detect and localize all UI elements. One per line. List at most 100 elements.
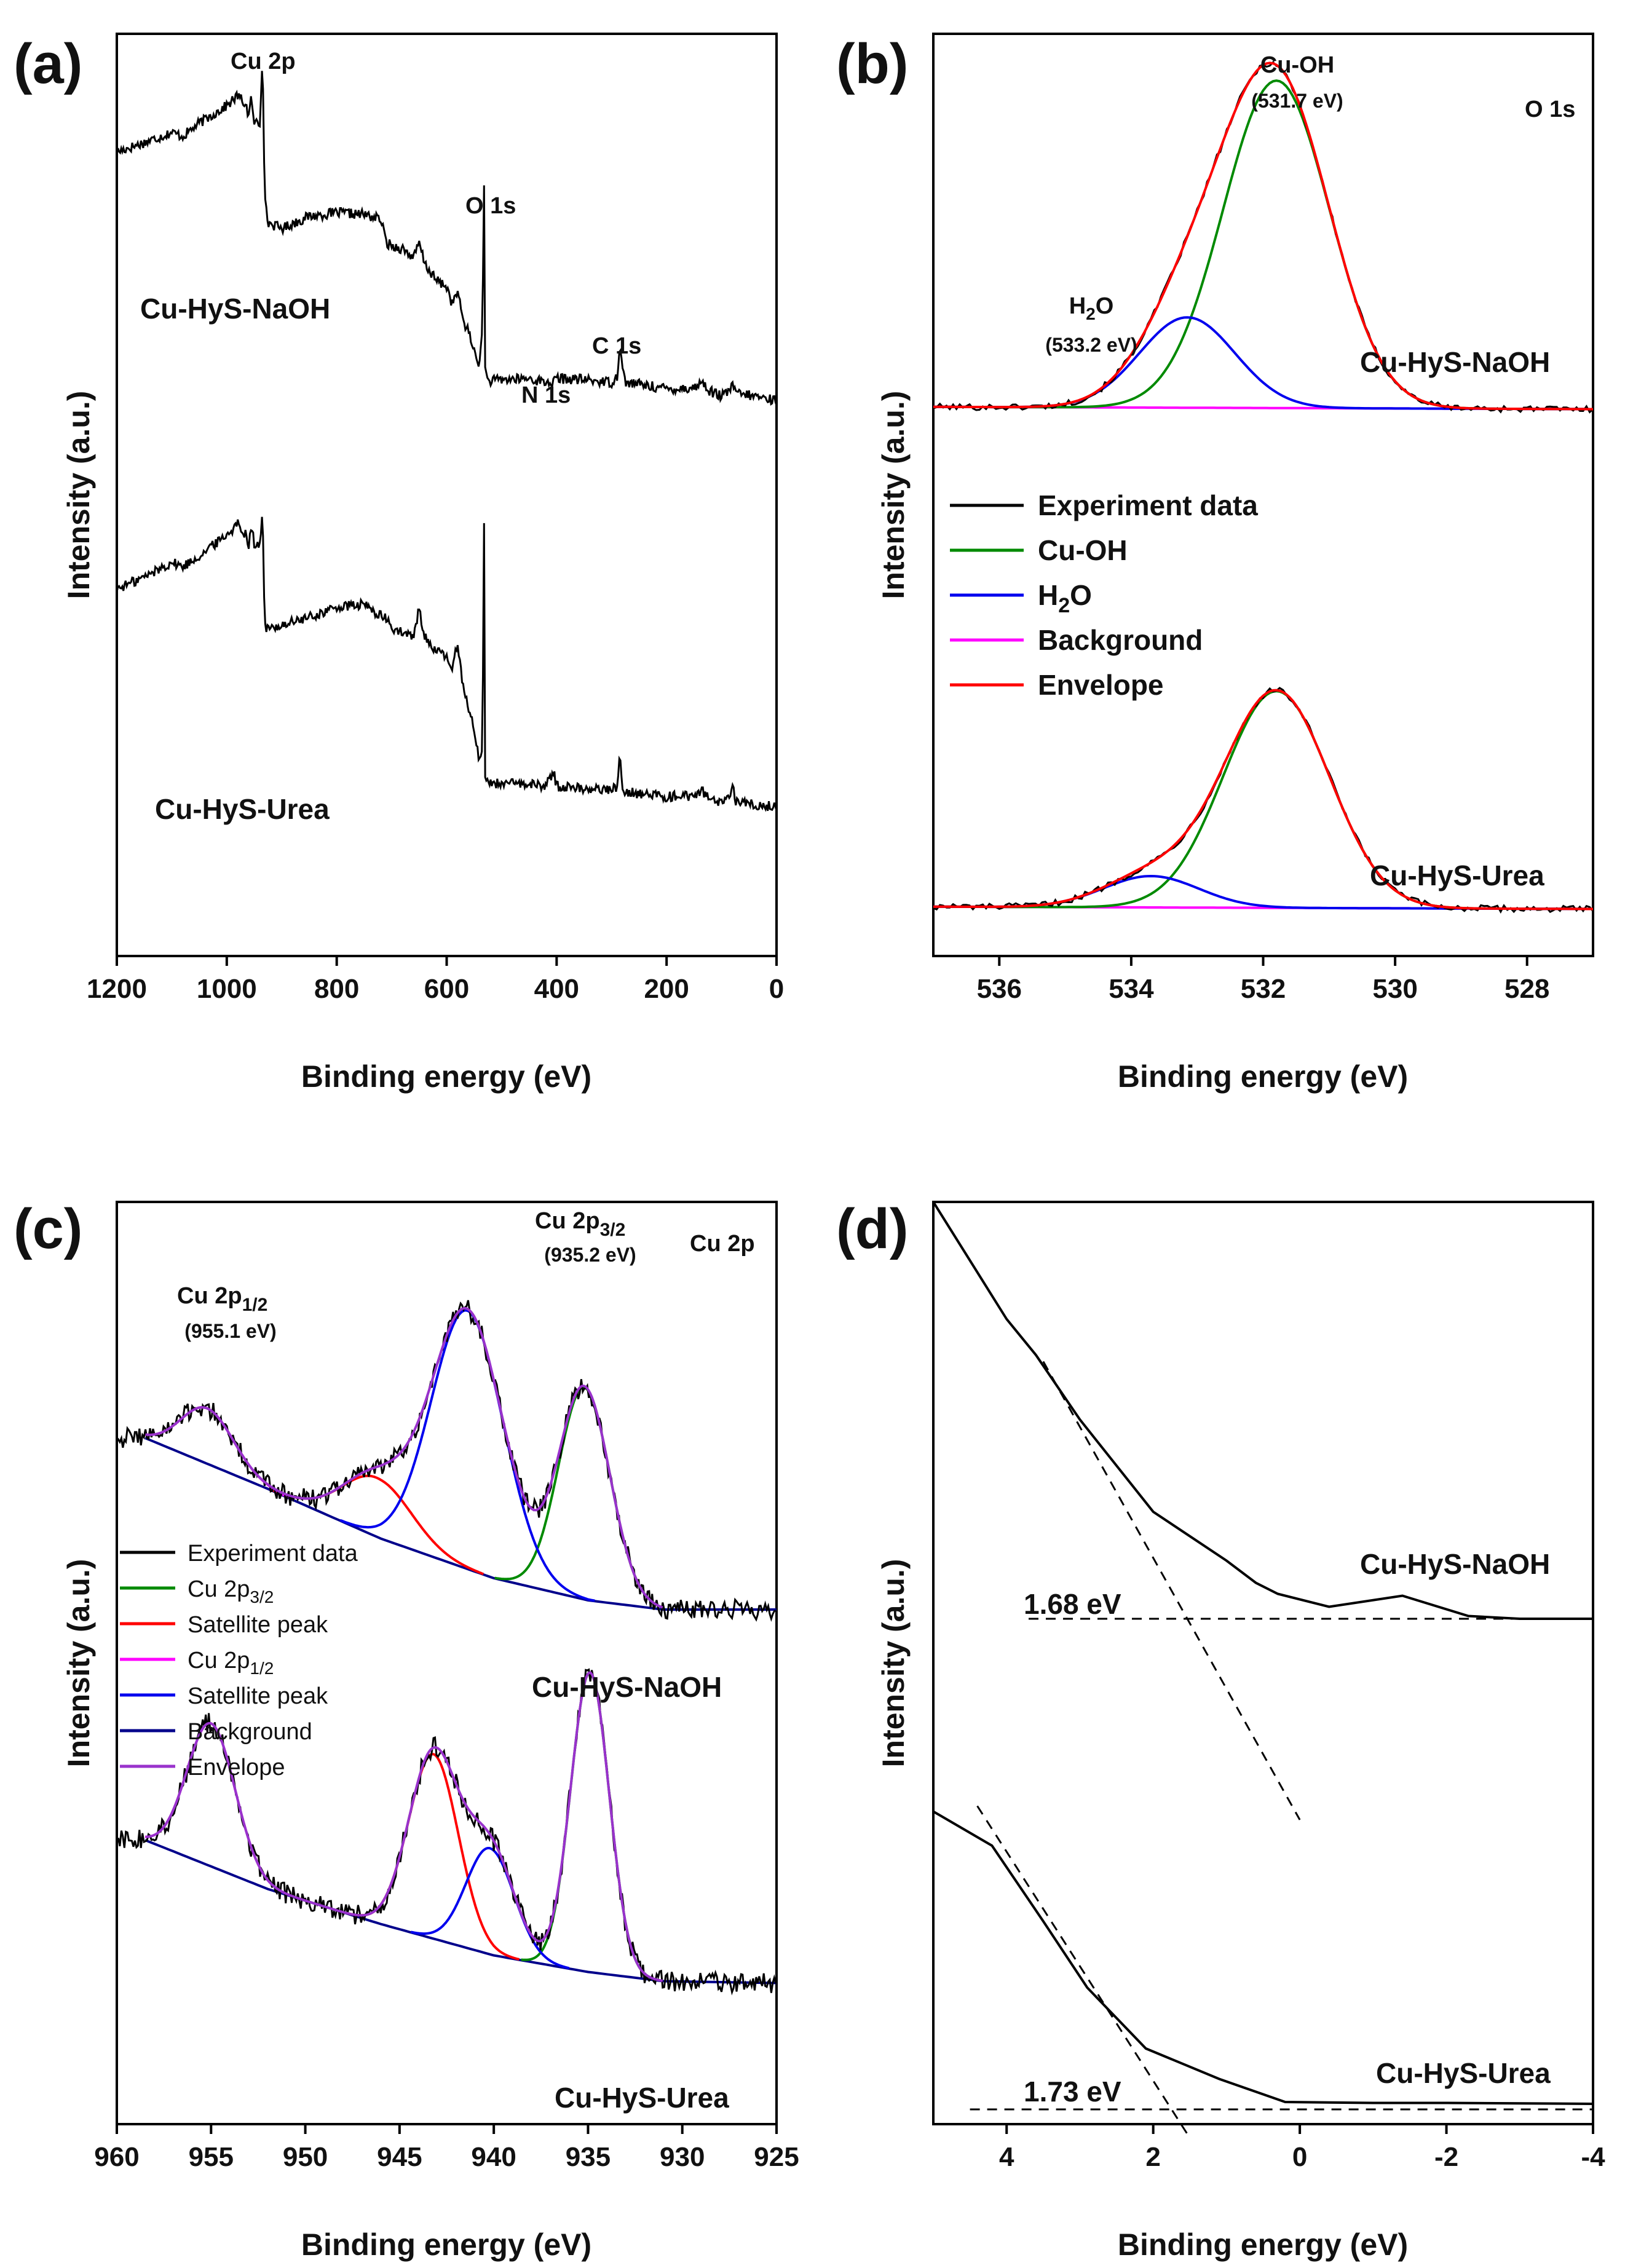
d-xtick-label-3: -2 — [1434, 2142, 1458, 2172]
c-component-0-3 — [339, 1309, 595, 1602]
a-xtick-label-5: 200 — [644, 974, 689, 1004]
a-xtick-label-6: 0 — [769, 974, 784, 1004]
c-sample-naoh: Cu-HyS-NaOH — [532, 1671, 722, 1703]
c-ylabel: Intensity (a.u.) — [61, 1559, 96, 1768]
b-ann-h2o-value: (533.2 eV) — [1045, 334, 1137, 356]
panel-a: (a) 1200 1000 800 600 400 200 0 Cu 2p O 1s N 1… — [14, 33, 784, 1094]
b-xtick-label-3: 530 — [1372, 974, 1417, 1004]
b-legend-h2o: H2O — [1038, 579, 1092, 617]
a-sample-naoh: Cu-HyS-NaOH — [140, 293, 330, 325]
d-series-1 — [932, 1810, 1594, 2105]
d-xtick-label-0: 4 — [999, 2142, 1014, 2172]
d-sample-naoh: Cu-HyS-NaOH — [1360, 1548, 1550, 1580]
c-component-1-3 — [410, 1847, 570, 1970]
b-title: O 1s — [1525, 97, 1575, 122]
panel-b-frame — [932, 33, 1594, 957]
c-xtick-label-6: 930 — [660, 2142, 705, 2172]
c-legend-cu2p32: Cu 2p3/2 — [188, 1576, 274, 1606]
b-sample-naoh: Cu-HyS-NaOH — [1360, 346, 1550, 378]
c-xtick-label-2: 950 — [283, 2142, 328, 2172]
panel-d: (d) 4 2 0 -2 -4 Cu-HyS-NaOH Cu-HyS-Urea 1.68… — [836, 1198, 1605, 2262]
b-xtick-label-4: 528 — [1504, 974, 1549, 1004]
panel-a-tag: (a) — [14, 33, 82, 95]
panel-c-tag: (c) — [14, 1198, 82, 1260]
d-ylabel: Intensity (a.u.) — [876, 1559, 911, 1768]
b-ann-h2o-name: H2O — [1069, 293, 1114, 323]
panel-c-series — [116, 1300, 777, 1996]
b-xlabel: Binding energy (eV) — [1118, 1059, 1408, 1094]
d-series-0 — [932, 1201, 1593, 1620]
a-xtick-label-0: 1200 — [87, 974, 147, 1004]
b-legend-experiment: Experiment data — [1038, 489, 1258, 521]
panel-b: (b) 536 534 532 530 528 O 1s Cu-OH (531.7 eV… — [836, 33, 1594, 1094]
a-ylabel: Intensity (a.u.) — [61, 391, 96, 599]
c-envelope-0 — [145, 1306, 663, 1609]
b-legend-envelope: Envelope — [1038, 669, 1164, 701]
b-xtick-label-0: 536 — [977, 974, 1022, 1004]
b-ylabel: Intensity (a.u.) — [876, 391, 911, 599]
b-ann-cuoh-value: (531.7 eV) — [1251, 90, 1343, 112]
c-component-1-1 — [347, 1753, 520, 1961]
d-xtick-label-2: 0 — [1292, 2142, 1307, 2172]
panel-d-ticks: 4 2 0 -2 -4 — [999, 2124, 1605, 2172]
b-xtick-label-1: 534 — [1109, 974, 1154, 1004]
c-xtick-label-1: 955 — [189, 2142, 234, 2172]
c-legend-satellite-red: Satellite peak — [188, 1612, 328, 1638]
c-experiment-1 — [116, 1668, 777, 1996]
a-series-1 — [116, 516, 778, 812]
d-tangent-0 — [1042, 1361, 1301, 1820]
c-legend-background: Background — [188, 1719, 312, 1745]
c-ann-32-value: (935.2 eV) — [544, 1244, 636, 1266]
d-tangent-1 — [976, 1805, 1191, 2139]
panel-b-series — [933, 61, 1594, 914]
a-peak-o1s: O 1s — [465, 193, 516, 219]
c-legend-cu2p12: Cu 2p1/2 — [188, 1648, 274, 1678]
c-legend: Experiment data Cu 2p3/2 Satellite peak … — [120, 1541, 358, 1780]
c-background-1 — [144, 1839, 777, 1985]
c-xtick-label-5: 935 — [566, 2142, 611, 2172]
b-experiment-1 — [933, 687, 1594, 914]
c-ann-32-name: Cu 2p3/2 — [535, 1208, 625, 1240]
c-xtick-label-0: 960 — [94, 2142, 139, 2172]
c-xtick-label-3: 945 — [377, 2142, 422, 2172]
b-xtick-label-2: 532 — [1241, 974, 1286, 1004]
panel-d-tag: (d) — [836, 1198, 908, 1260]
b-ann-cuoh-name: Cu-OH — [1260, 52, 1334, 78]
a-peak-n1s: N 1s — [521, 382, 571, 408]
a-peak-cu2p: Cu 2p — [231, 49, 296, 74]
b-legend: Experiment data Cu-OH H2O Background Env… — [950, 489, 1258, 701]
c-legend-satellite-blue: Satellite peak — [188, 1683, 328, 1709]
panel-b-tag: (b) — [836, 33, 908, 95]
c-legend-experiment: Experiment data — [188, 1541, 358, 1567]
b-sample-urea: Cu-HyS-Urea — [1370, 859, 1544, 891]
b-envelope-1 — [933, 689, 1593, 911]
d-gap-naoh: 1.68 eV — [1024, 1588, 1121, 1620]
panel-a-ticks: 1200 1000 800 600 400 200 0 — [87, 956, 784, 1004]
c-envelope-1 — [145, 1671, 663, 1982]
b-legend-background: Background — [1038, 624, 1203, 656]
d-sample-urea: Cu-HyS-Urea — [1376, 2057, 1551, 2089]
a-xlabel: Binding energy (eV) — [301, 1059, 591, 1094]
a-xtick-label-2: 800 — [314, 974, 359, 1004]
panel-c: (c) 960 955 950 945 940 935 930 925 Cu 2p Cu 2p… — [14, 1198, 799, 2262]
a-sample-urea: Cu-HyS-Urea — [155, 793, 330, 825]
panel-c-ticks: 960 955 950 945 940 935 930 925 — [94, 2124, 799, 2172]
panel-d-series — [932, 1201, 1594, 2139]
c-sample-urea: Cu-HyS-Urea — [555, 2082, 729, 2114]
a-xtick-label-3: 600 — [424, 974, 469, 1004]
c-ann-12-value: (955.1 eV) — [184, 1320, 276, 1342]
b-legend-cuoh: Cu-OH — [1038, 534, 1128, 566]
a-xtick-label-1: 1000 — [197, 974, 257, 1004]
panel-d-frame — [932, 1201, 1594, 2125]
panel-c-frame — [116, 1201, 778, 2125]
a-series-0 — [116, 71, 778, 406]
d-xtick-label-4: -4 — [1581, 2142, 1605, 2172]
b-envelope-0 — [933, 61, 1593, 411]
c-xtick-label-4: 940 — [471, 2142, 516, 2172]
c-xlabel: Binding energy (eV) — [301, 2227, 591, 2262]
panel-b-ticks: 536 534 532 530 528 — [977, 956, 1549, 1004]
c-xtick-label-7: 925 — [754, 2142, 799, 2172]
c-ann-12-name: Cu 2p1/2 — [177, 1283, 267, 1315]
a-xtick-label-4: 400 — [534, 974, 579, 1004]
